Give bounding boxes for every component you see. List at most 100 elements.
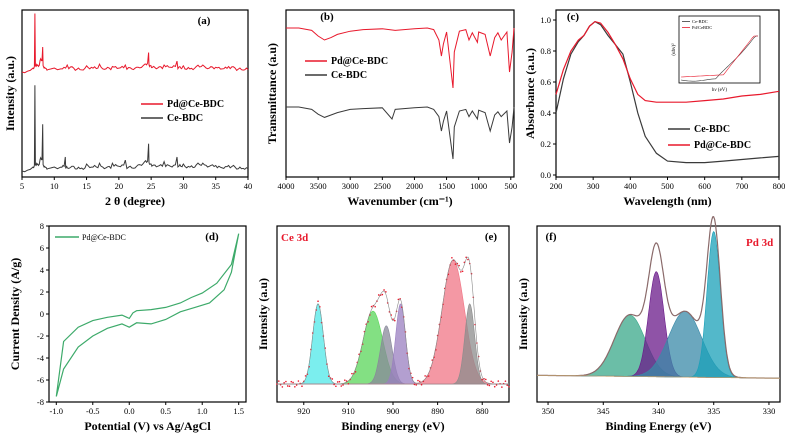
uvvis-inset-legend-label: Pd/CeBDC [692, 25, 712, 30]
uvvis-ytick-label: 0.6 [540, 77, 551, 87]
xps-ce3d-data-point [292, 381, 294, 384]
uvvis-legend-label: Pd@Ce-BDC [694, 140, 751, 151]
ftir-frame [285, 9, 515, 178]
uvvis-inset-legend-label: Ce-BDC [692, 19, 708, 24]
xps-ce3d-data-point [451, 256, 453, 259]
uvvis-panel-label: (c) [567, 11, 580, 23]
xrd-xtick-label: 35 [211, 181, 220, 191]
xps-ce3d-data-point [294, 385, 296, 388]
cv-xtick-label: 0.5 [160, 406, 171, 416]
ftir-series-ce-bdc [286, 106, 515, 160]
uvvis-ytick-label: 0.8 [540, 46, 551, 56]
xps-ce3d-panel-label: (e) [485, 231, 498, 243]
uvvis-inset-frame [678, 15, 761, 84]
xps-ce3d-data-point [454, 263, 457, 265]
xps-pd3d-xtick-label: 350 [542, 406, 555, 416]
xps-ce3d-data-point [492, 381, 494, 384]
xps-ce3d-data-point [420, 383, 423, 386]
xps-ce3d-data-point [336, 381, 339, 383]
cv-series-pd-ce-bdc [55, 233, 240, 397]
xps-ce3d-data-point [460, 271, 462, 273]
xps-ce3d-data-point [377, 294, 380, 296]
cv-ylabel: Current Density (A/g) [8, 258, 22, 370]
uvvis-xtick-label: 400 [624, 181, 637, 191]
uvvis-xtick-label: 300 [587, 181, 600, 191]
uvvis-ytick-label: 1.0 [540, 15, 551, 25]
xrd-ylabel: Intensity (a.u.) [3, 56, 17, 131]
ftir-xtick-label: 1500 [438, 181, 455, 191]
xps-ce3d-data-point [381, 293, 384, 296]
cv-legend-label: Pd@Ce-BDC [82, 233, 126, 242]
xps-ce3d-data-point [354, 371, 357, 373]
ftir-xlabel: Wavenumber (cm⁻¹) [347, 194, 452, 208]
xps-ce3d-data-point [335, 385, 337, 388]
xps-ce3d-data-point [338, 380, 341, 383]
xps-ce3d-data-point [461, 270, 464, 273]
xps-ce3d-peak-6 [277, 303, 509, 385]
uvvis-xtick-label: 200 [550, 181, 563, 191]
xps-ce3d-data-point [301, 385, 303, 387]
xps-ce3d-data-point [397, 298, 400, 301]
xps-ce3d-data-point [342, 384, 344, 386]
uvvis-ytick-label: 0.4 [540, 108, 551, 118]
uvvis-xtick-label: 600 [698, 181, 711, 191]
xps-ce3d-data-point [481, 378, 484, 381]
xps-pd3d-xtick-label: 345 [597, 406, 610, 416]
xps-ce3d-data-point [344, 379, 346, 381]
cv-ytick-label: -4 [37, 353, 45, 363]
uvvis-ytick-label: 0.2 [540, 139, 551, 149]
ftir-panel-label: (b) [320, 11, 334, 23]
xps-ce3d-data-point [331, 378, 334, 380]
ftir-xtick-label: 500 [504, 181, 517, 191]
xps-ce3d-data-point [413, 383, 416, 386]
uvvis-ytick-label: 0.0 [540, 170, 551, 180]
xps-ce3d-data-point [286, 385, 289, 387]
ftir-legend-label: Ce-BDC [331, 70, 367, 81]
xps-ce3d-data-point [465, 256, 467, 259]
ftir-xtick-label: 4000 [278, 181, 295, 191]
xps-ce3d-data-point [506, 384, 509, 386]
cv-ytick-label: 4 [40, 265, 45, 275]
xps-pd3d-xtick-label: 330 [763, 406, 776, 416]
xps-ce3d-data-point [493, 385, 496, 388]
xps-ce3d-data-point [417, 379, 419, 382]
cv-ytick-label: -2 [37, 331, 44, 341]
xps-ce3d-data-point [277, 380, 280, 382]
ftir-series-pd-ce-bdc [286, 27, 515, 89]
uvvis-xtick-label: 500 [661, 181, 674, 191]
cv-xlabel: Potential (V) vs Ag/AgCl [84, 419, 211, 433]
ftir-xtick-label: 1000 [470, 181, 487, 191]
xps-ce3d-data-point [295, 384, 298, 386]
xps-ce3d-xtick-label: 920 [297, 406, 310, 416]
xps-ce3d-xlabel: Binding energy (eV) [341, 419, 444, 433]
xps-pd3d-xlabel: Binding Energy (eV) [605, 419, 711, 433]
xps-ce3d-data-point [370, 305, 373, 308]
xps-ce3d-data-point [393, 319, 396, 322]
cv-xtick-label: 1.0 [197, 406, 208, 416]
xps-ce3d-data-point [304, 375, 307, 377]
xps-ce3d-data-point [427, 375, 430, 377]
xps-ce3d-data-point [411, 376, 414, 379]
xps-ce3d-data-point [351, 372, 353, 375]
xps-ce3d-data-point [504, 380, 507, 382]
xps-ce3d-data-point [392, 318, 394, 320]
xps-ce3d-data-point [501, 386, 503, 388]
xps-ce3d-data-point [415, 384, 418, 386]
xps-pd3d-xtick-label: 340 [652, 406, 665, 416]
xrd-xlabel: 2 θ (degree) [105, 194, 165, 208]
xps-ce3d-data-point [347, 383, 350, 385]
xps-ce3d-xtick-label: 890 [431, 406, 444, 416]
xrd-xtick-label: 15 [82, 181, 91, 191]
cv-ytick-label: 0 [40, 309, 44, 319]
xrd-xtick-label: 5 [20, 181, 24, 191]
xps-ce3d-data-point [333, 383, 335, 386]
xps-ce3d-data-point [490, 380, 492, 383]
cv-ytick-label: -6 [37, 375, 44, 385]
xps-pd3d-panel-label: (f) [546, 231, 557, 243]
cv-xtick-label: 1.5 [233, 406, 244, 416]
uvvis-inset-series [680, 35, 758, 82]
xps-pd3d-ylabel: Intensity (a.u) [516, 278, 530, 350]
ftir-xtick-label: 3500 [310, 181, 327, 191]
cv-xtick-label: -0.5 [86, 406, 99, 416]
uvvis-inset-ylabel: (αhν)² [671, 43, 677, 56]
